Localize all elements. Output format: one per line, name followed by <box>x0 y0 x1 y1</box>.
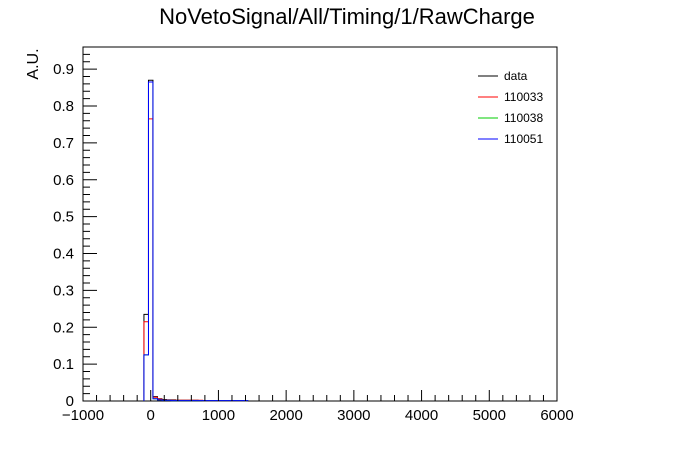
series-110051-line <box>143 81 249 402</box>
y-tick-label: 0.4 <box>53 246 74 263</box>
plot-frame <box>82 46 558 402</box>
chart-title: NoVetoSignal/All/Timing/1/RawCharge <box>159 4 535 29</box>
histogram-series <box>143 79 249 402</box>
x-tick-label: 5000 <box>473 407 506 424</box>
legend-entry: 110033 <box>504 90 543 104</box>
x-tick-label: 3000 <box>337 407 370 424</box>
y-tick-label: 0.2 <box>53 319 74 336</box>
x-tick-label: 0 <box>147 407 155 424</box>
y-tick-label: 0.1 <box>53 356 74 373</box>
legend-entry: data <box>504 69 528 83</box>
legend: data 110033 110038 110051 <box>478 69 543 146</box>
x-axis: −1000 0 1000 2000 3000 4000 5000 6000 <box>62 390 574 424</box>
y-axis: 0 0.1 0.2 0.3 0.4 0.5 0.6 0.7 0.8 0.9 <box>53 53 97 410</box>
series-110038-line <box>143 81 249 402</box>
legend-entry: 110038 <box>504 111 543 125</box>
y-tick-label: 0.5 <box>53 209 74 226</box>
y-tick-label: 0.9 <box>53 61 74 78</box>
y-tick-label: 0.6 <box>53 172 74 189</box>
series-data-line <box>143 79 249 402</box>
x-tick-label: 6000 <box>540 407 573 424</box>
y-axis-label: A.U. <box>25 48 42 79</box>
x-tick-label: 4000 <box>405 407 438 424</box>
y-tick-label: 0.8 <box>53 98 74 115</box>
x-tick-label: 1000 <box>202 407 235 424</box>
legend-entry: 110051 <box>504 132 543 146</box>
series-110033-line <box>143 118 249 402</box>
y-tick-label: 0.7 <box>53 135 74 152</box>
x-tick-label: 2000 <box>269 407 302 424</box>
y-tick-label: 0 <box>66 393 74 410</box>
y-tick-label: 0.3 <box>53 282 74 299</box>
x-tick-label: −1000 <box>62 407 104 424</box>
